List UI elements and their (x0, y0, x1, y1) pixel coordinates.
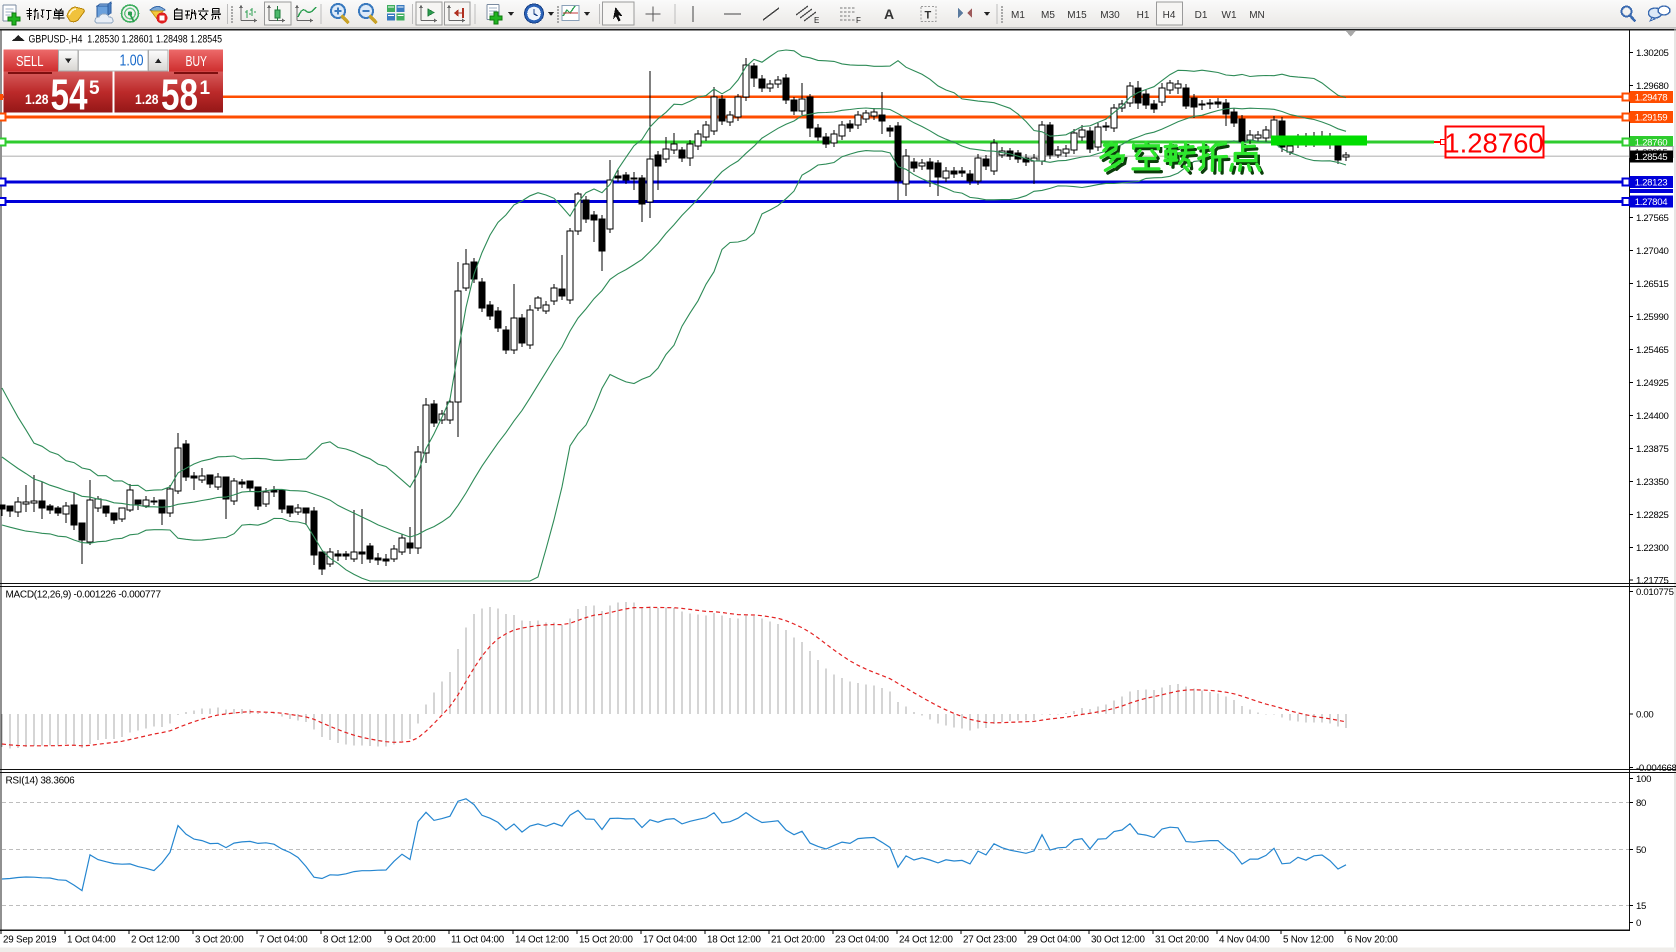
svg-text:1.24925: 1.24925 (1636, 378, 1669, 389)
svg-text:1.22825: 1.22825 (1636, 510, 1669, 521)
svg-text:27 Oct 23:00: 27 Oct 23:00 (963, 935, 1017, 946)
svg-text:17 Oct 04:00: 17 Oct 04:00 (643, 935, 697, 946)
svg-text:2 Oct 12:00: 2 Oct 12:00 (131, 935, 180, 946)
svg-text:MACD(12,26,9) -0.001226 -0.000: MACD(12,26,9) -0.001226 -0.000777 (6, 590, 162, 601)
svg-text:MN: MN (1249, 10, 1265, 21)
svg-text:1.28: 1.28 (135, 91, 159, 107)
svg-text:1.24400: 1.24400 (1636, 411, 1669, 422)
svg-text:50: 50 (1636, 845, 1646, 856)
svg-text:1.25465: 1.25465 (1636, 345, 1669, 356)
svg-text:1.30205: 1.30205 (1636, 48, 1669, 59)
svg-text:0.010775: 0.010775 (1636, 587, 1674, 598)
svg-text:1.28545: 1.28545 (1635, 152, 1668, 163)
svg-text:0: 0 (1636, 918, 1641, 929)
svg-text:9 Oct 20:00: 9 Oct 20:00 (387, 935, 436, 946)
svg-text:5: 5 (89, 78, 100, 99)
svg-text:1.28: 1.28 (25, 91, 49, 107)
svg-text:7 Oct 04:00: 7 Oct 04:00 (259, 935, 308, 946)
svg-text:31 Oct 20:00: 31 Oct 20:00 (1155, 935, 1209, 946)
svg-text:1 Oct 04:00: 1 Oct 04:00 (67, 935, 116, 946)
svg-text:RSI(14) 38.3606: RSI(14) 38.3606 (6, 775, 76, 786)
svg-text:SELL: SELL (16, 54, 44, 70)
svg-text:100: 100 (1636, 774, 1651, 785)
svg-text:11 Oct 04:00: 11 Oct 04:00 (451, 935, 505, 946)
svg-text:M5: M5 (1041, 10, 1055, 21)
svg-text:30 Oct 12:00: 30 Oct 12:00 (1091, 935, 1145, 946)
svg-text:5 Nov 12:00: 5 Nov 12:00 (1283, 935, 1334, 946)
svg-text:1.27040: 1.27040 (1636, 246, 1669, 257)
svg-text:1.22300: 1.22300 (1636, 543, 1669, 554)
svg-text:1.00: 1.00 (120, 53, 144, 70)
svg-text:15: 15 (1636, 901, 1646, 912)
svg-text:29 Oct 04:00: 29 Oct 04:00 (1027, 935, 1081, 946)
svg-text:1.29680: 1.29680 (1636, 81, 1669, 92)
svg-text:18 Oct 12:00: 18 Oct 12:00 (707, 935, 761, 946)
svg-text:1.28123: 1.28123 (1635, 178, 1668, 189)
svg-text:58: 58 (161, 71, 198, 120)
svg-text:1.27565: 1.27565 (1636, 213, 1669, 224)
svg-text:1.21775: 1.21775 (1636, 576, 1669, 587)
svg-text:W1: W1 (1222, 10, 1237, 21)
svg-text:M30: M30 (1100, 10, 1120, 21)
svg-text:-0.004668: -0.004668 (1636, 763, 1676, 774)
svg-text:1.23875: 1.23875 (1636, 444, 1669, 455)
svg-text:14 Oct 12:00: 14 Oct 12:00 (515, 935, 569, 946)
svg-text:23 Oct 04:00: 23 Oct 04:00 (835, 935, 889, 946)
svg-text:T: T (925, 10, 932, 22)
svg-text:1.25990: 1.25990 (1636, 312, 1669, 323)
svg-text:H1: H1 (1137, 10, 1150, 21)
svg-text:29 Sep 2019: 29 Sep 2019 (3, 935, 56, 946)
svg-text:1.29159: 1.29159 (1635, 113, 1668, 124)
svg-text:BUY: BUY (186, 54, 208, 70)
svg-text:GBPUSD-,H4 1.28530 1.28601 1.: GBPUSD-,H4 1.28530 1.28601 1.28498 1.285… (29, 33, 223, 45)
svg-text:D1: D1 (1195, 10, 1208, 21)
svg-text:F: F (856, 16, 861, 25)
svg-text:A: A (884, 6, 894, 22)
svg-text:M15: M15 (1067, 10, 1087, 21)
svg-text:1.28760: 1.28760 (1444, 128, 1543, 159)
svg-text:4 Nov 04:00: 4 Nov 04:00 (1219, 935, 1270, 946)
svg-text:1.27804: 1.27804 (1635, 197, 1669, 208)
svg-text:0.00: 0.00 (1636, 709, 1653, 720)
svg-text:H4: H4 (1163, 10, 1176, 21)
svg-text:1.26515: 1.26515 (1636, 279, 1669, 290)
svg-text:6 Nov 20:00: 6 Nov 20:00 (1347, 935, 1398, 946)
svg-text:54: 54 (51, 71, 88, 120)
svg-text:3 Oct 20:00: 3 Oct 20:00 (195, 935, 244, 946)
svg-text:21 Oct 20:00: 21 Oct 20:00 (771, 935, 825, 946)
svg-text:M1: M1 (1011, 10, 1025, 21)
svg-text:8 Oct 12:00: 8 Oct 12:00 (323, 935, 372, 946)
svg-text:80: 80 (1636, 798, 1646, 809)
svg-text:1: 1 (200, 78, 211, 99)
svg-text:15 Oct 20:00: 15 Oct 20:00 (579, 935, 633, 946)
svg-text:1.29478: 1.29478 (1635, 93, 1668, 104)
svg-text:E: E (814, 16, 819, 25)
svg-text:1.28760: 1.28760 (1635, 138, 1668, 149)
svg-text:1.23350: 1.23350 (1636, 477, 1669, 488)
svg-text:24 Oct 12:00: 24 Oct 12:00 (899, 935, 953, 946)
